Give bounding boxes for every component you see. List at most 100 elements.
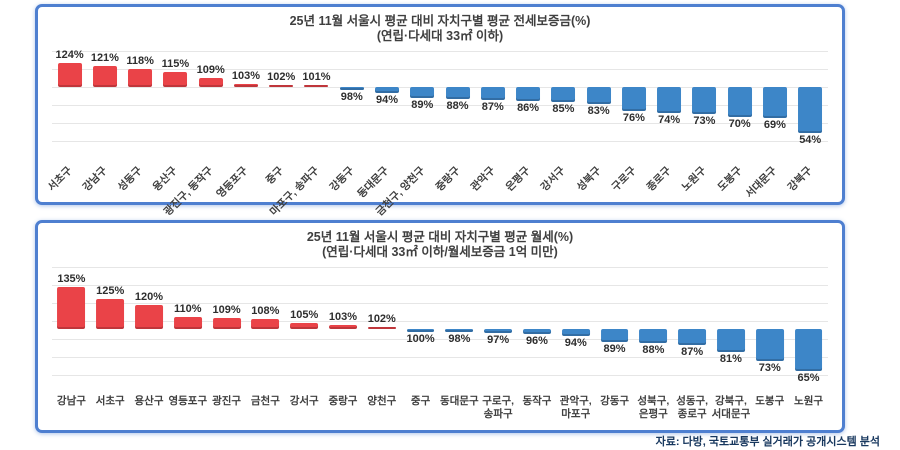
value-label: 110% <box>174 303 202 315</box>
value-label: 135% <box>57 273 86 285</box>
value-label: 103% <box>328 311 358 324</box>
x-axis-label: 관악구, 마포구 <box>559 395 592 421</box>
x-label-cell: 중구 <box>401 387 440 439</box>
bar-below-average <box>621 87 646 111</box>
x-label-cell: 서초구 <box>91 387 130 439</box>
bar-above-average <box>173 317 202 329</box>
bar-below-average <box>484 329 513 333</box>
value-label: 118% <box>126 55 154 67</box>
x-label-cell: 광진구 <box>207 387 246 439</box>
bar-column: 98% <box>440 267 479 387</box>
chart-subtitle: (연립·다세대 33㎡ 이하) <box>376 29 504 43</box>
bar-column: 73% <box>687 51 722 151</box>
bar-column: 73% <box>750 267 789 387</box>
x-axis-label: 강서구 <box>289 395 319 407</box>
bar-column: 54% <box>793 51 828 151</box>
x-label-cell: 양천구 <box>362 387 401 439</box>
bar-column: 65% <box>789 267 828 387</box>
value-label: 98% <box>340 90 363 103</box>
bar-below-average <box>798 87 823 133</box>
bar-column: 121% <box>87 51 122 151</box>
bar-column: 89% <box>405 51 440 151</box>
bar-column: 94% <box>369 51 404 151</box>
bar-column: 109% <box>193 51 228 151</box>
x-axis-label: 광진구 <box>212 395 242 407</box>
bar-below-average <box>692 87 717 114</box>
value-label: 98% <box>448 332 471 345</box>
x-axis-label: 금천구 <box>250 395 280 407</box>
x-axis-label: 성북구, 은평구 <box>637 395 670 421</box>
bar-column: 87% <box>475 51 510 151</box>
x-label-cell: 관악구, 마포구 <box>556 387 595 439</box>
bar-below-average <box>375 87 399 93</box>
x-axis-label: 영등포구 <box>168 395 208 407</box>
chart-subtitle: (연립·다세대 33㎡ 이하/월세보증금 1억 미만) <box>322 245 558 259</box>
value-label: 85% <box>552 103 575 115</box>
bar-below-average <box>561 329 590 337</box>
x-axis-labels: 서초구 강남구 성동구 용산구 광진구, 동작구 영등포구 중구 마포구, 송파구 강동구 동대문… <box>45 151 828 219</box>
bar-column: 89% <box>595 267 634 387</box>
x-label-cell: 동작구 <box>518 387 557 439</box>
bar-column: 69% <box>757 51 792 151</box>
value-label: 70% <box>728 118 751 130</box>
x-label-cell: 용산구 <box>130 387 169 439</box>
value-label: 124% <box>55 49 84 61</box>
x-label-cell: 구로구, 송파구 <box>479 387 518 439</box>
bar-above-average <box>198 78 223 87</box>
bar-above-average <box>304 84 329 87</box>
x-axis-label: 중구 <box>410 395 431 407</box>
value-label: 96% <box>525 334 548 347</box>
bar-series: 124% 121% 118% 115% 109% 103% 102% 101% 98% 94% 89… <box>52 49 828 151</box>
bar-above-average <box>212 318 241 329</box>
x-label-cell: 강남구 <box>52 387 91 439</box>
bar-column: 124% <box>52 49 87 151</box>
x-label-cell: 성동구, 종로구 <box>673 387 712 439</box>
bar-above-average <box>233 84 258 87</box>
bar-below-average <box>586 87 611 104</box>
bar-column: 110% <box>168 267 207 387</box>
value-label: 100% <box>406 332 435 345</box>
x-axis-label: 서초구 <box>45 164 75 194</box>
bar-above-average <box>367 326 396 329</box>
bar-above-average <box>163 72 188 87</box>
bar-column: 103% <box>228 51 263 151</box>
value-label: 89% <box>411 99 434 111</box>
bar-below-average <box>406 329 435 332</box>
x-axis-label: 용산구 <box>134 395 164 407</box>
bar-below-average <box>480 87 505 100</box>
bar-column: 105% <box>285 267 324 387</box>
bar-below-average <box>410 87 435 98</box>
x-axis-label: 성동구, 종로구 <box>676 395 709 421</box>
value-label: 101% <box>302 70 331 83</box>
plot-area: 135% 125% 120% 110% 109% 108% 105% 103% 102% 100%… <box>52 267 828 387</box>
value-label: 86% <box>517 102 540 114</box>
bar-column: 97% <box>479 267 518 387</box>
bar-below-average <box>445 87 470 99</box>
value-label: 109% <box>212 304 241 317</box>
value-label: 87% <box>481 101 504 113</box>
bar-below-average <box>600 329 629 343</box>
bar-above-average <box>135 305 163 329</box>
x-label-cell: 영등포구 <box>215 151 263 209</box>
value-label: 88% <box>642 344 665 357</box>
value-label: 65% <box>797 372 820 384</box>
value-label: 87% <box>681 345 704 358</box>
x-axis-labels: 강남구 서초구 용산구 영등포구 광진구 금천구 강서구 중랑구 양천구 중구 동대문구 구로구, 송… <box>52 387 828 439</box>
x-axis-label: 노원구 <box>794 395 824 407</box>
value-label: 108% <box>251 305 280 318</box>
bar-column: 109% <box>207 267 246 387</box>
bar-above-average <box>92 66 117 87</box>
x-label-cell: 강북구, 서대문구 <box>712 387 751 439</box>
bar-column: 70% <box>722 51 757 151</box>
bar-below-average <box>551 87 576 102</box>
bar-above-average <box>128 69 153 87</box>
bar-below-average <box>522 329 551 334</box>
value-label: 97% <box>487 333 510 346</box>
bar-column: 74% <box>652 51 687 151</box>
x-axis-label: 도봉구 <box>755 395 785 407</box>
bar-column: 96% <box>518 267 557 387</box>
bar-column: 83% <box>581 51 616 151</box>
bar-column: 100% <box>401 267 440 387</box>
x-label-cell: 도봉구 <box>750 387 789 439</box>
